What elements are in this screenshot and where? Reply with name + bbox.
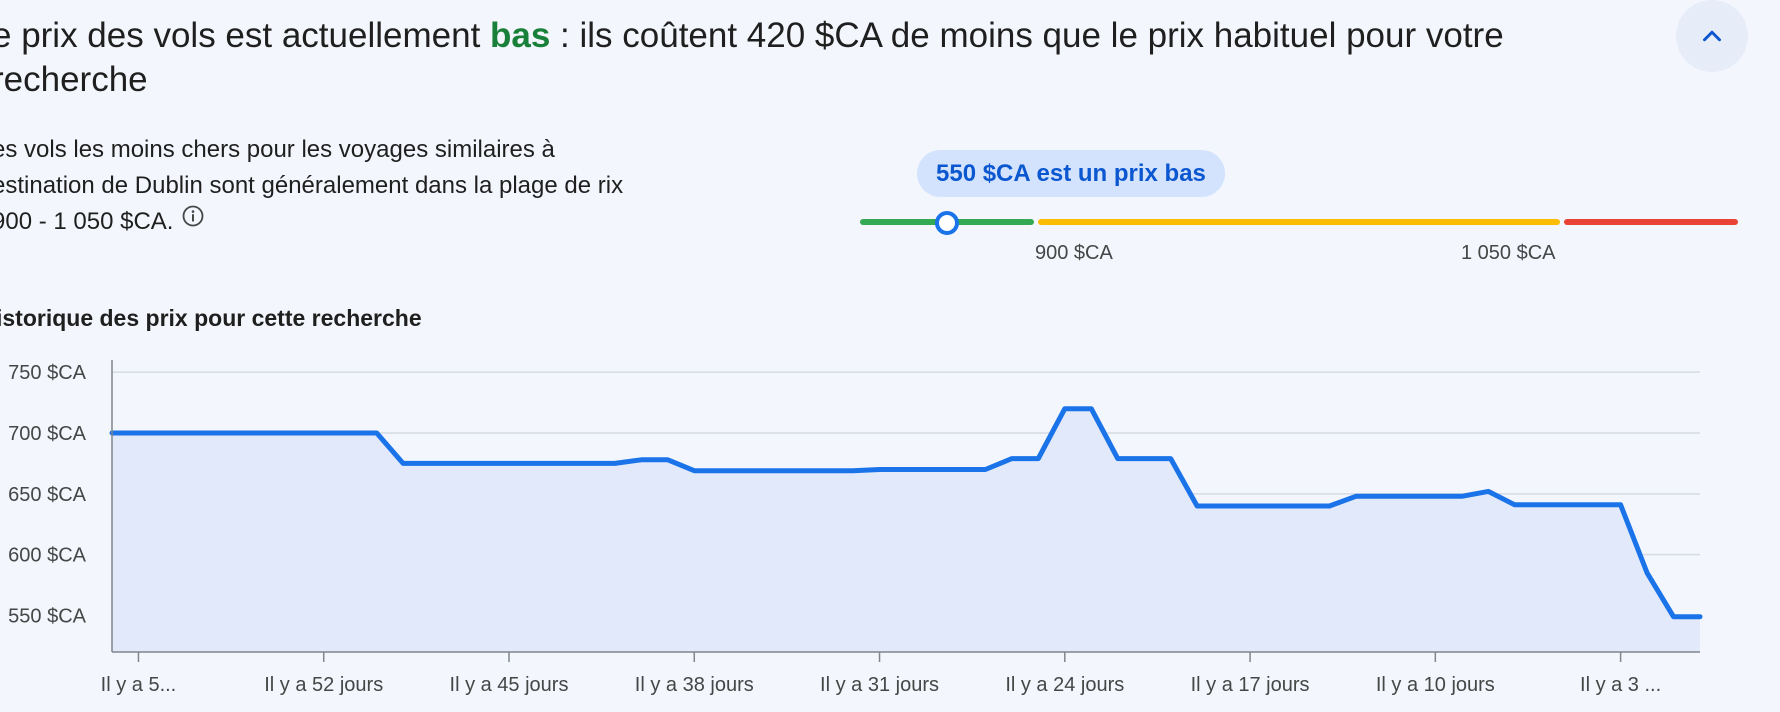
headline-suffix: : ils coûtent 420 $CA de moins que le pr… bbox=[0, 16, 1504, 99]
price-history-chart: 550 $CA 600 $CA 650 $CA 700 $CA 750 $CA Il y … bbox=[8, 360, 1703, 696]
current-price-marker bbox=[935, 211, 959, 235]
x-tick-label: Il y a 45 jours bbox=[450, 674, 569, 696]
x-tick-label: Il y a 3 ... bbox=[1580, 674, 1661, 696]
x-tick-label: Il y a 5... bbox=[101, 674, 177, 696]
typical-price-segment bbox=[1038, 219, 1560, 225]
x-tick-label: Il y a 52 jours bbox=[264, 674, 383, 696]
x-tick-label: Il y a 38 jours bbox=[635, 674, 754, 696]
high-price-segment bbox=[1564, 219, 1738, 225]
range-tick-900: 900 $CA bbox=[1035, 242, 1113, 264]
headline-prefix: e prix des vols est actuellement bbox=[0, 16, 491, 55]
chevron-up-icon bbox=[1703, 30, 1721, 42]
headline: e prix des vols est actuellement bas : i… bbox=[0, 14, 1592, 102]
price-range-description: es vols les moins chers pour les voyages… bbox=[0, 132, 652, 241]
collapse-button[interactable] bbox=[1676, 0, 1748, 72]
info-circle-icon[interactable] bbox=[181, 203, 205, 239]
price-tooltip: 550 $CA est un prix bas bbox=[917, 150, 1225, 197]
y-tick-label: 750 $CA bbox=[8, 362, 86, 384]
y-tick-label: 700 $CA bbox=[8, 423, 86, 445]
x-tick-label: Il y a 10 jours bbox=[1376, 674, 1495, 696]
range-tick-1050: 1 050 $CA bbox=[1461, 242, 1556, 264]
x-tick-label: Il y a 24 jours bbox=[1005, 674, 1124, 696]
price-history-title: istorique des prix pour cette recherche bbox=[0, 305, 422, 331]
x-tick-label: Il y a 31 jours bbox=[820, 674, 939, 696]
headline-highlight: bas bbox=[490, 16, 551, 55]
x-tick-label: Il y a 17 jours bbox=[1191, 674, 1310, 696]
description-text: es vols les moins chers pour les voyages… bbox=[0, 136, 624, 235]
price-area bbox=[112, 408, 1700, 652]
y-tick-label: 650 $CA bbox=[8, 484, 86, 506]
y-tick-label: 550 $CA bbox=[8, 606, 86, 628]
price-line bbox=[109, 406, 1703, 620]
y-tick-label: 600 $CA bbox=[8, 545, 86, 567]
